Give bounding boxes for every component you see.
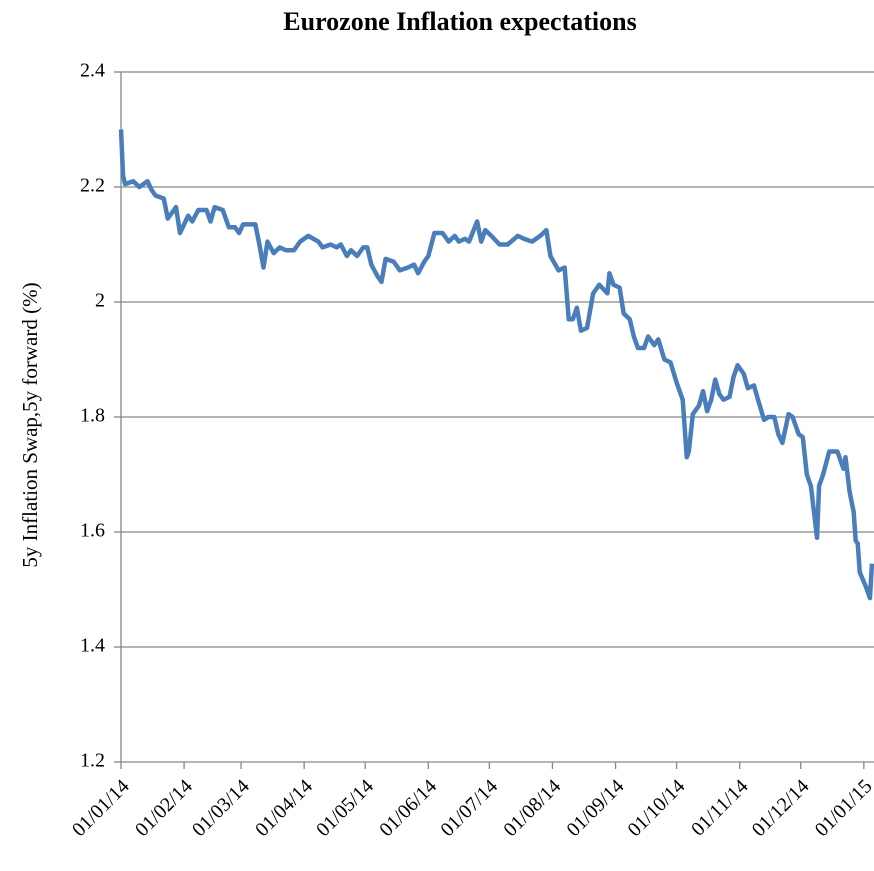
y-tick-label: 2.4 <box>80 60 105 82</box>
x-tick-label: 01/04/14 <box>251 775 317 841</box>
x-tick-label: 01/02/14 <box>131 775 197 841</box>
x-tick-label: 01/10/14 <box>624 775 690 841</box>
y-tick-label: 1.2 <box>80 750 105 772</box>
y-tick-label: 1.6 <box>80 520 105 542</box>
chart-title: Eurozone Inflation expectations <box>283 7 636 36</box>
x-tick-label: 01/12/14 <box>748 775 814 841</box>
x-tick-label: 01/09/14 <box>562 775 628 841</box>
x-tick-label: 01/03/14 <box>188 775 254 841</box>
y-axis-label: 5y Inflation Swap,5y forward (%) <box>18 282 42 567</box>
x-tick-label: 01/05/14 <box>312 775 378 841</box>
x-tick-label: 01/07/14 <box>436 775 502 841</box>
x-tick-label: 01/01/15 <box>811 775 874 841</box>
line-series <box>118 129 874 601</box>
x-tick-label: 01/11/14 <box>687 775 752 840</box>
y-tick-label: 1.8 <box>80 405 105 427</box>
x-tick-label: 01/06/14 <box>375 775 441 841</box>
y-tick-label: 2 <box>95 290 105 312</box>
x-tick-label: 01/01/14 <box>68 775 134 841</box>
y-tick-label: 2.2 <box>80 175 105 197</box>
y-tick-label: 1.4 <box>80 635 105 657</box>
x-tick-label: 01/08/14 <box>499 775 565 841</box>
